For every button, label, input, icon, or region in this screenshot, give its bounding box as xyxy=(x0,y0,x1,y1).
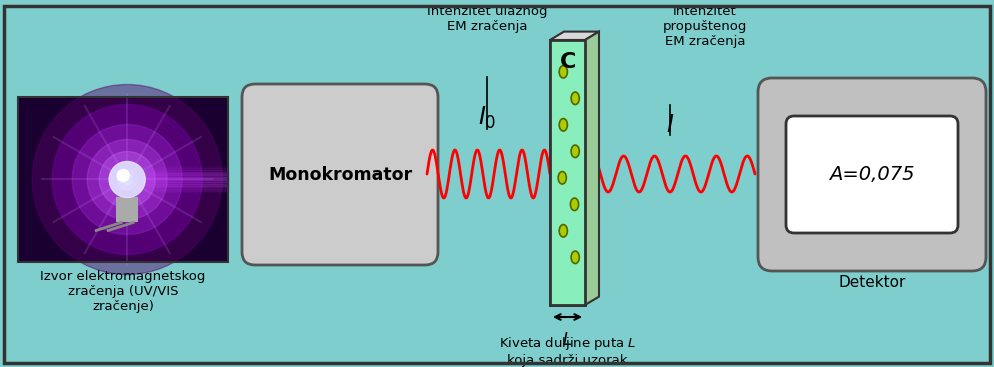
Circle shape xyxy=(117,170,129,182)
Bar xyxy=(18,97,228,262)
Text: $\mathit{I}_0$: $\mathit{I}_0$ xyxy=(478,105,496,131)
Bar xyxy=(550,40,585,305)
Text: Kiveta duljine puta $\mathit{L}$
koja sadrži uzorak
koncentracije
$\mathit{c}$ (: Kiveta duljine puta $\mathit{L}$ koja sa… xyxy=(499,335,636,367)
Ellipse shape xyxy=(559,171,567,184)
Text: Monokromator: Monokromator xyxy=(268,166,413,184)
Ellipse shape xyxy=(560,119,568,131)
Text: Izvor elektromagnetskog
zračenja (UV/VIS
zračenje): Izvor elektromagnetskog zračenja (UV/VIS… xyxy=(41,270,206,313)
Text: Intenzitet ulaznog
EM zračenja: Intenzitet ulaznog EM zračenja xyxy=(426,5,548,33)
Circle shape xyxy=(109,161,145,197)
Text: Intenzitet
propuštenog
EM zračenja: Intenzitet propuštenog EM zračenja xyxy=(663,5,747,48)
Text: $\mathit{I}$: $\mathit{I}$ xyxy=(666,113,674,137)
Circle shape xyxy=(121,174,133,185)
Bar xyxy=(228,97,229,262)
FancyBboxPatch shape xyxy=(242,84,438,265)
Circle shape xyxy=(99,152,155,207)
Circle shape xyxy=(73,124,182,235)
Ellipse shape xyxy=(572,145,580,157)
Circle shape xyxy=(32,84,223,275)
Polygon shape xyxy=(550,32,599,40)
Circle shape xyxy=(109,161,145,197)
Ellipse shape xyxy=(572,251,580,264)
Circle shape xyxy=(117,170,137,189)
Circle shape xyxy=(53,105,202,254)
Circle shape xyxy=(124,177,129,182)
Ellipse shape xyxy=(572,92,580,105)
FancyBboxPatch shape xyxy=(758,78,986,271)
Bar xyxy=(116,197,138,222)
Text: $\mathbf{C}$: $\mathbf{C}$ xyxy=(559,52,576,72)
Ellipse shape xyxy=(560,225,568,237)
Bar xyxy=(18,97,228,262)
Circle shape xyxy=(87,139,167,219)
FancyBboxPatch shape xyxy=(786,116,958,233)
Text: Detektor: Detektor xyxy=(838,275,906,290)
Ellipse shape xyxy=(560,66,568,78)
Bar xyxy=(550,40,585,305)
Text: A=0,075: A=0,075 xyxy=(829,165,914,184)
Text: $\mathit{L}$: $\mathit{L}$ xyxy=(563,331,573,349)
Ellipse shape xyxy=(571,198,579,211)
Polygon shape xyxy=(585,32,599,305)
